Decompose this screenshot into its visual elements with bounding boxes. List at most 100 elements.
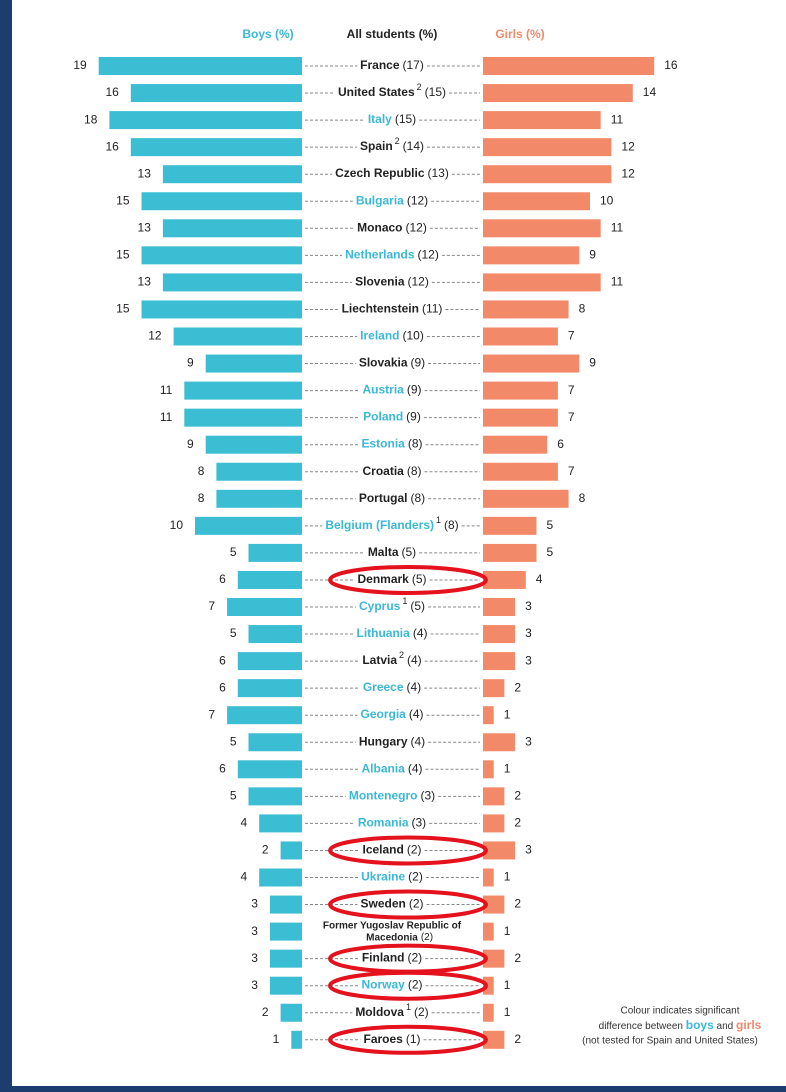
country-label: Netherlands (12) [345, 248, 439, 262]
all-students-label: (13) [428, 166, 449, 180]
country-label: Faroes (1) [363, 1032, 420, 1046]
country-name: Liechtenstein [342, 302, 419, 316]
country-name: Spain [360, 139, 393, 153]
value-label-girls: 8 [579, 302, 586, 316]
all-students-label: (2) [414, 1005, 429, 1019]
all-students-label: (1) [406, 1032, 421, 1046]
bar-girls [483, 706, 494, 725]
value-label-boys: 3 [251, 951, 258, 965]
value-label-boys: 7 [208, 707, 215, 721]
bar-girls [483, 652, 516, 671]
country-label: Portugal (8) [359, 491, 425, 505]
bar-boys [259, 868, 302, 887]
value-label-girls: 3 [525, 653, 532, 667]
bar-boys [173, 327, 302, 346]
bar-girls [483, 516, 537, 535]
bar-boys [184, 408, 302, 427]
value-label-boys: 9 [187, 437, 194, 451]
value-label-boys: 15 [116, 248, 130, 262]
bar-girls [483, 814, 505, 833]
value-label-girls: 11 [611, 220, 624, 234]
all-students-label: (5) [402, 545, 417, 559]
value-label-boys: 13 [138, 220, 152, 234]
country-label: Monaco (12) [357, 220, 427, 234]
country-name: Faroes [363, 1032, 403, 1046]
value-label-boys: 18 [84, 112, 98, 126]
bar-girls [483, 57, 655, 75]
country-label: Croatia (8) [362, 464, 421, 478]
bar-boys [269, 949, 302, 968]
note-text: difference between [599, 1021, 683, 1032]
value-label-boys: 16 [105, 139, 119, 153]
bar-girls [483, 787, 505, 806]
country-label: Lithuania (4) [356, 626, 427, 640]
all-students-label: (12) [407, 193, 428, 207]
country-label: Romania (3) [358, 816, 426, 830]
country-name: Italy [368, 112, 392, 126]
value-label-girls: 11 [611, 275, 624, 289]
country-label: Iceland (2) [362, 843, 421, 857]
value-label-boys: 8 [198, 491, 205, 505]
value-label-boys: 6 [219, 761, 226, 775]
country-name: France [360, 58, 400, 72]
value-label-boys: 5 [230, 789, 237, 803]
note-line: Colour indicates significant [621, 1006, 740, 1017]
country-name: Austria [362, 383, 404, 397]
country-label: Spain 2 (14) [360, 137, 424, 154]
country-name-line: Macedonia [366, 932, 418, 943]
country-name: Netherlands [345, 248, 415, 262]
footnote: 2 [399, 650, 404, 660]
note-girls: girls [736, 1018, 762, 1032]
all-students-label: (12) [408, 275, 429, 289]
country-label: Ireland (10) [360, 329, 424, 343]
all-students-label: (4) [411, 734, 426, 748]
bar-boys [237, 570, 302, 589]
all-students-label: (2) [407, 843, 422, 857]
footnote: 1 [406, 1002, 411, 1012]
bar-girls [483, 246, 580, 265]
note-line: difference between boys and girls [599, 1018, 762, 1032]
value-label-girls: 2 [514, 897, 521, 911]
bar-boys [248, 625, 302, 644]
highlight-circle [328, 1024, 488, 1055]
all-students-label: (4) [413, 626, 428, 640]
value-label-boys: 4 [241, 870, 248, 884]
value-label-girls: 12 [621, 139, 635, 153]
country-name: Ireland [360, 329, 399, 343]
highlight-circle [328, 564, 488, 595]
country-name: Slovenia [355, 275, 405, 289]
bar-boys [237, 652, 302, 671]
value-label-girls: 2 [514, 789, 521, 803]
value-label-boys: 6 [219, 680, 226, 694]
country-name: Albania [361, 761, 405, 775]
bar-girls [483, 976, 494, 995]
note-boys: boys [686, 1018, 714, 1032]
bar-girls [483, 327, 558, 346]
value-label-girls: 8 [579, 491, 586, 505]
country-name: Malta [368, 545, 399, 559]
bar-girls [483, 895, 505, 914]
country-name: Cyprus [359, 599, 401, 613]
value-label-boys: 15 [116, 302, 130, 316]
country-label: Hungary (4) [359, 734, 425, 748]
value-label-boys: 6 [219, 572, 226, 586]
bar-boys [141, 192, 302, 211]
header-girls: Girls (%) [495, 27, 544, 41]
bar-girls [483, 625, 516, 644]
country-name: Denmark [357, 572, 409, 586]
bar-girls [483, 138, 612, 157]
value-label-girls: 1 [504, 978, 511, 992]
all-students-label: (4) [407, 653, 422, 667]
value-label-girls: 7 [568, 464, 575, 478]
all-students-label: (4) [407, 680, 422, 694]
value-label-girls: 7 [568, 329, 575, 343]
all-students-label: (14) [403, 139, 424, 153]
all-students-label: (12) [406, 220, 427, 234]
bar-girls [483, 679, 505, 698]
country-label: Sweden (2) [360, 897, 423, 911]
bar-girls [483, 949, 505, 968]
bar-boys [130, 138, 302, 157]
all-students-label: (8) [407, 464, 422, 478]
country-label: Finland (2) [362, 951, 422, 965]
value-label-boys: 15 [116, 193, 130, 207]
